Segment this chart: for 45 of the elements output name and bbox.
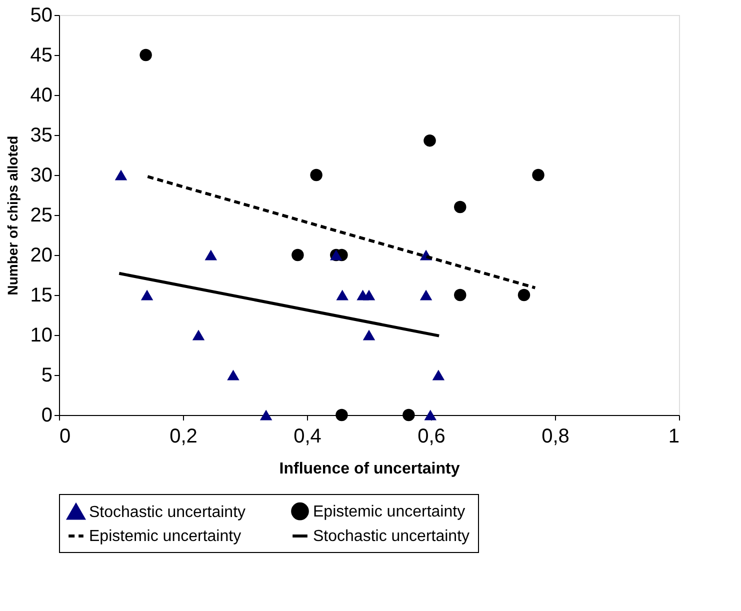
point <box>204 250 218 260</box>
y-tick-label: 25 <box>30 204 52 226</box>
point <box>454 200 466 214</box>
y-tick-label: 50 <box>30 4 52 26</box>
legend-label: Stochastic uncertainty <box>313 528 470 545</box>
point <box>192 330 205 340</box>
point <box>140 48 152 62</box>
point <box>336 408 348 422</box>
y-tick-label: 30 <box>30 164 52 186</box>
point <box>292 248 304 262</box>
y-tick-label: 15 <box>30 284 52 306</box>
y-tick-label: 45 <box>30 44 52 66</box>
point <box>532 168 544 182</box>
point <box>310 168 322 182</box>
y-tick-label: 0 <box>41 404 52 426</box>
x-axis-title: Influence of uncertainty <box>279 460 460 478</box>
x-tick-label: 0,6 <box>418 426 446 448</box>
point <box>260 410 272 420</box>
legend-label: Stochastic uncertainty <box>89 504 246 521</box>
x-tick-label: 1 <box>668 426 680 448</box>
legend-label: Epistemic uncertainty <box>313 503 466 520</box>
point <box>518 288 530 302</box>
y-tick-label: 20 <box>30 244 52 266</box>
point <box>454 288 466 302</box>
y-tick-label: 35 <box>30 124 52 146</box>
point <box>402 408 415 422</box>
point <box>362 290 376 300</box>
point <box>424 410 437 420</box>
y-axis-title: Number of chips alloted <box>4 136 20 296</box>
x-tick-label: 0,4 <box>294 426 322 448</box>
y-tick-label: 40 <box>30 84 52 106</box>
x-tick-label: 0,2 <box>170 426 198 448</box>
legend-label: Epistemic uncertainty <box>89 528 242 545</box>
point <box>140 290 154 300</box>
y-tick-label: 10 <box>30 324 52 346</box>
x-tick-label: 0,8 <box>542 426 570 448</box>
point <box>420 290 432 300</box>
point <box>424 134 436 147</box>
point <box>432 370 445 380</box>
y-tick-label: 5 <box>41 364 52 386</box>
point <box>114 170 128 180</box>
point <box>362 330 376 340</box>
point <box>227 370 240 380</box>
x-tick-label: 0 <box>60 426 71 448</box>
point <box>336 290 348 300</box>
